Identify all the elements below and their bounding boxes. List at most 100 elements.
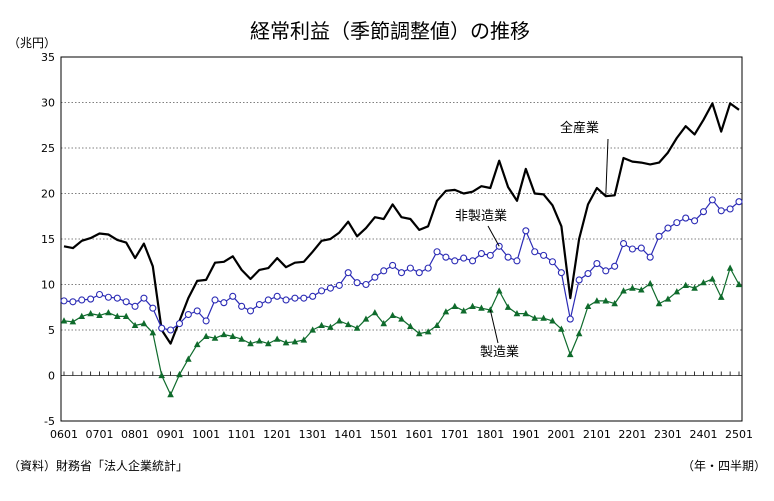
- data-point-mfg: [638, 286, 645, 293]
- x-tick-label: 2401: [689, 428, 717, 441]
- data-point-nonmfg: [513, 257, 521, 265]
- data-point-nonmfg: [477, 250, 485, 258]
- data-point-nonmfg: [664, 224, 672, 232]
- data-point-mfg: [735, 280, 743, 288]
- series-line-0: [63, 102, 740, 345]
- series-label: 非製造業: [455, 208, 507, 224]
- data-point-mfg: [353, 324, 361, 331]
- data-point-mfg: [149, 329, 157, 336]
- data-point-mfg: [60, 317, 68, 324]
- data-point-nonmfg: [548, 258, 557, 266]
- data-point-mfg: [185, 355, 192, 362]
- data-point-mfg: [273, 335, 281, 342]
- series-label: 全産業: [560, 120, 599, 136]
- data-point-nonmfg: [175, 320, 184, 328]
- data-point-nonmfg: [522, 227, 530, 235]
- data-point-mfg: [602, 297, 610, 304]
- data-point-mfg: [220, 330, 228, 338]
- axis-layer: -5 0 5 10 15 20 25 30 35 0601 0701 0801 0901 1001 1101…: [41, 51, 753, 441]
- data-point-nonmfg: [735, 198, 743, 206]
- data-point-mfg: [504, 303, 512, 310]
- data-point-mfg: [478, 304, 485, 311]
- data-point-nonmfg: [167, 326, 175, 334]
- data-point-mfg: [336, 317, 343, 324]
- data-point-mfg: [282, 339, 290, 346]
- data-point-nonmfg: [397, 269, 406, 277]
- chart-title: 経常利益（季節調整値）の推移: [250, 19, 530, 43]
- data-point-nonmfg: [140, 294, 148, 302]
- data-point-nonmfg: [708, 196, 716, 204]
- series-label-pointer: [605, 138, 609, 197]
- data-point-mfg: [620, 287, 627, 294]
- data-point-mfg: [629, 284, 636, 291]
- data-point-nonmfg: [291, 294, 299, 302]
- data-point-mfg: [700, 279, 707, 286]
- data-point-nonmfg: [726, 205, 734, 213]
- data-point-mfg: [407, 322, 414, 329]
- data-point-nonmfg: [246, 307, 255, 315]
- data-point-nonmfg: [122, 298, 130, 306]
- data-point-nonmfg: [699, 208, 708, 216]
- data-point-mfg: [309, 326, 316, 333]
- x-tick-label: 2501: [725, 428, 753, 441]
- data-point-mfg: [566, 350, 574, 358]
- x-tick-label: 1501: [370, 428, 398, 441]
- data-point-mfg: [522, 310, 530, 317]
- data-point-nonmfg: [460, 254, 468, 262]
- data-point-nonmfg: [557, 269, 565, 277]
- data-point-mfg: [105, 309, 112, 316]
- x-tick-label: 1801: [476, 428, 504, 441]
- x-tick-label: 1301: [299, 428, 327, 441]
- data-point-nonmfg: [87, 295, 95, 303]
- data-point-nonmfg: [442, 253, 450, 261]
- data-point-mfg: [380, 320, 388, 327]
- data-point-mfg: [131, 321, 139, 329]
- x-axis-unit: （年・四半期）: [682, 459, 766, 473]
- data-point-mfg: [122, 312, 130, 319]
- y-tick-label: 10: [41, 279, 55, 292]
- data-point-mfg: [442, 308, 450, 315]
- data-point-nonmfg: [282, 296, 290, 304]
- data-point-mfg: [229, 332, 237, 339]
- data-point-mfg: [256, 337, 263, 344]
- data-point-nonmfg: [78, 296, 86, 304]
- x-tick-label: 1701: [441, 428, 469, 441]
- data-point-mfg: [327, 323, 334, 330]
- data-point-nonmfg: [602, 267, 610, 275]
- data-point-nonmfg: [344, 269, 352, 277]
- data-point-nonmfg: [380, 267, 388, 275]
- data-point-nonmfg: [184, 310, 192, 319]
- x-tick-label: 1101: [228, 428, 256, 441]
- data-point-nonmfg: [318, 287, 326, 295]
- y-axis-unit: （兆円）: [8, 36, 56, 50]
- data-point-nonmfg: [335, 281, 343, 289]
- data-point-mfg: [540, 314, 547, 321]
- data-point-nonmfg: [646, 253, 654, 261]
- y-tick-label: 0: [48, 370, 55, 383]
- data-point-nonmfg: [424, 264, 432, 272]
- data-point-nonmfg: [255, 300, 263, 309]
- data-point-mfg: [433, 321, 441, 329]
- data-point-nonmfg: [628, 245, 636, 253]
- data-point-mfg: [424, 328, 432, 335]
- x-tick-label: 2001: [547, 428, 575, 441]
- x-tick-label: 1401: [334, 428, 362, 441]
- data-point-nonmfg: [353, 279, 361, 287]
- data-point-nonmfg: [486, 251, 494, 259]
- data-point-mfg: [460, 307, 467, 314]
- data-point-nonmfg: [362, 280, 370, 289]
- data-point-nonmfg: [451, 257, 459, 265]
- data-point-mfg: [469, 302, 476, 309]
- series-layer: [60, 102, 743, 398]
- data-point-mfg: [584, 302, 592, 309]
- source-note: （資料）財務省「法人企業統計」: [8, 458, 188, 473]
- data-point-nonmfg: [673, 219, 681, 227]
- data-point-mfg: [78, 312, 86, 319]
- data-point-mfg: [193, 340, 201, 348]
- x-tick-label: 0701: [86, 428, 114, 441]
- data-point-mfg: [487, 306, 494, 313]
- data-point-nonmfg: [193, 307, 201, 315]
- data-point-mfg: [575, 330, 583, 337]
- data-point-nonmfg: [264, 296, 272, 304]
- y-tick-label: 30: [41, 97, 55, 110]
